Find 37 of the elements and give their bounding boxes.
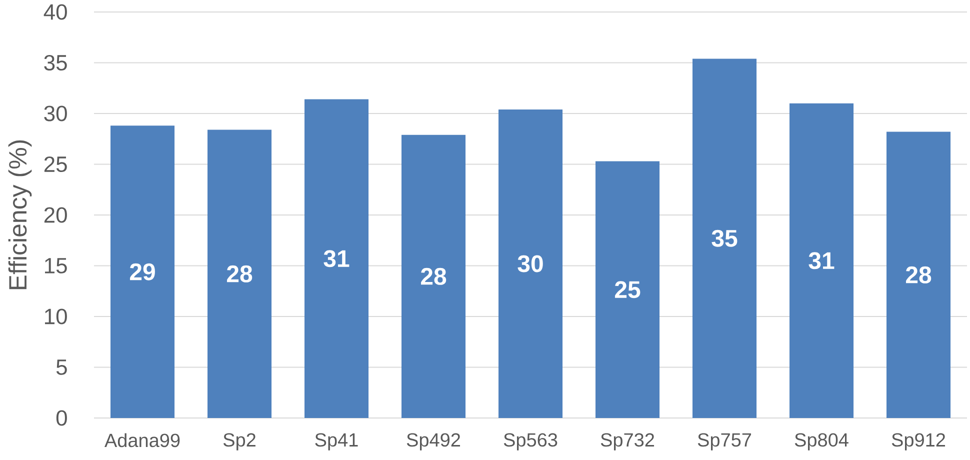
x-tick-label: Sp912 [892, 433, 946, 450]
y-tick-label: 35 [44, 54, 67, 71]
y-tick-label: 25 [44, 156, 67, 172]
y-tick-label: 15 [45, 258, 67, 274]
x-tick-label: Sp492 [406, 433, 460, 450]
y-axis-title: Efficiency (%) [8, 140, 32, 290]
y-tick-label: 30 [44, 106, 67, 122]
y-tick-label: 0 [56, 410, 67, 426]
bar [595, 161, 660, 418]
data-label: 28 [906, 266, 932, 284]
y-tick-label: 10 [45, 308, 67, 324]
bar [110, 126, 175, 418]
bar [498, 109, 563, 418]
x-tick-label: Sp804 [794, 433, 848, 450]
data-label: 31 [808, 252, 834, 270]
data-label: 35 [712, 230, 738, 247]
x-tick-label: Sp757 [698, 433, 752, 450]
y-tick-label: 40 [44, 4, 67, 20]
bar [886, 132, 951, 418]
x-tick-label: Adana99 [104, 433, 180, 448]
x-tick-label: Sp732 [600, 433, 654, 450]
data-label: 29 [130, 263, 155, 280]
x-tick-label: Sp563 [504, 433, 558, 450]
y-tick-label: 20 [44, 207, 67, 223]
bar [401, 134, 466, 418]
data-label: 28 [226, 265, 252, 282]
data-label: 25 [614, 281, 640, 298]
x-tick-label: Sp41 [315, 433, 358, 450]
y-tick-label: 5 [56, 360, 67, 375]
bar [789, 103, 854, 418]
data-label: 31 [324, 250, 350, 268]
bar [692, 58, 757, 418]
bar [207, 130, 272, 418]
bar [304, 99, 369, 418]
x-tick-label: Sp2 [223, 433, 256, 450]
data-label: 28 [420, 268, 446, 285]
data-label: 30 [518, 255, 543, 272]
